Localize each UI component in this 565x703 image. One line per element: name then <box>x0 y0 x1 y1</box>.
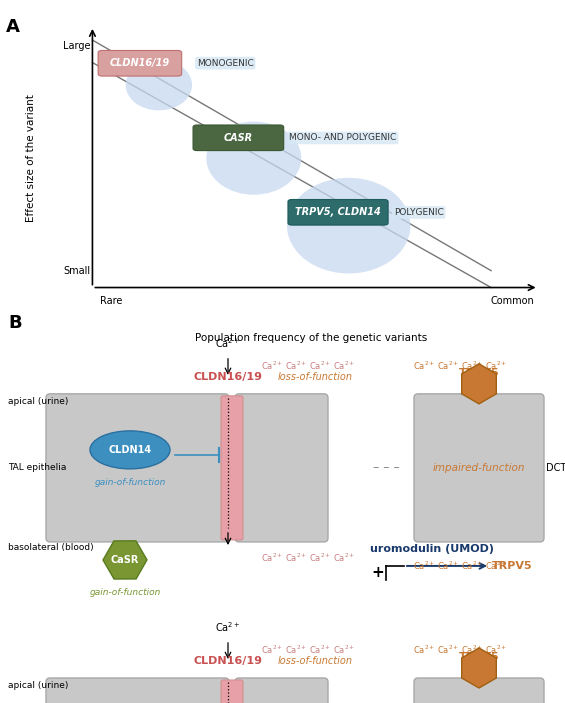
Text: loss-of-function: loss-of-function <box>278 656 353 666</box>
Text: Ca$^{2+}$: Ca$^{2+}$ <box>333 552 355 564</box>
Text: A: A <box>6 18 20 36</box>
Ellipse shape <box>90 431 170 469</box>
Text: TRPV5: TRPV5 <box>492 561 533 571</box>
Text: Ca$^{2+}$: Ca$^{2+}$ <box>285 360 307 372</box>
Text: Ca$^{2+}$: Ca$^{2+}$ <box>485 360 507 372</box>
Text: basolateral (blood): basolateral (blood) <box>8 543 94 552</box>
FancyBboxPatch shape <box>193 125 284 150</box>
Text: gain-of-function: gain-of-function <box>89 588 160 597</box>
Text: Ca$^{2+}$: Ca$^{2+}$ <box>485 644 507 656</box>
FancyBboxPatch shape <box>221 396 243 540</box>
Text: CLDN14: CLDN14 <box>108 445 151 455</box>
Text: Ca$^{2+}$: Ca$^{2+}$ <box>461 360 483 372</box>
Text: apical (urine): apical (urine) <box>8 681 68 690</box>
Text: CASR: CASR <box>224 133 253 143</box>
Text: Ca$^{2+}$: Ca$^{2+}$ <box>261 644 283 656</box>
Text: Ca$^{2+}$: Ca$^{2+}$ <box>437 644 459 656</box>
Text: Ca$^{2+}$: Ca$^{2+}$ <box>215 336 241 350</box>
Text: CaSR: CaSR <box>111 555 139 565</box>
Text: MONO- AND POLYGENIC: MONO- AND POLYGENIC <box>289 134 397 143</box>
Text: B: B <box>8 314 21 332</box>
Text: Ca$^{2+}$: Ca$^{2+}$ <box>261 552 283 564</box>
Text: Ca$^{2+}$: Ca$^{2+}$ <box>309 644 331 656</box>
Text: – – –: – – – <box>373 461 399 475</box>
Ellipse shape <box>206 122 301 195</box>
Text: POLYGENIC: POLYGENIC <box>394 208 444 217</box>
Text: Ca$^{2+}$: Ca$^{2+}$ <box>309 552 331 564</box>
Text: Ca$^{2+}$: Ca$^{2+}$ <box>333 360 355 372</box>
FancyBboxPatch shape <box>288 200 388 225</box>
FancyBboxPatch shape <box>414 394 544 542</box>
Text: Ca$^{2+}$: Ca$^{2+}$ <box>461 644 483 656</box>
FancyBboxPatch shape <box>98 51 182 76</box>
Text: TRPV5, CLDN14: TRPV5, CLDN14 <box>295 207 381 217</box>
Text: Ca$^{2+}$: Ca$^{2+}$ <box>485 560 507 572</box>
Text: Ca$^{2+}$: Ca$^{2+}$ <box>437 360 459 372</box>
Text: Ca$^{2+}$: Ca$^{2+}$ <box>333 644 355 656</box>
Text: Ca$^{2+}$: Ca$^{2+}$ <box>461 560 483 572</box>
Text: uromodulin (UMOD): uromodulin (UMOD) <box>370 544 494 554</box>
Text: gain-of-function: gain-of-function <box>94 478 166 487</box>
Text: Ca$^{2+}$: Ca$^{2+}$ <box>413 360 435 372</box>
FancyBboxPatch shape <box>46 678 229 703</box>
Text: loss-of-function: loss-of-function <box>278 372 353 382</box>
Text: apical (urine): apical (urine) <box>8 397 68 406</box>
Text: CLDN16/19: CLDN16/19 <box>110 58 170 68</box>
Text: Ca$^{2+}$: Ca$^{2+}$ <box>413 560 435 572</box>
Text: Ca$^{2+}$: Ca$^{2+}$ <box>285 552 307 564</box>
FancyBboxPatch shape <box>235 678 328 703</box>
Text: +: + <box>372 565 384 581</box>
Text: MONOGENIC: MONOGENIC <box>197 58 254 67</box>
Text: Common: Common <box>490 296 534 306</box>
Text: Small: Small <box>63 266 90 276</box>
FancyBboxPatch shape <box>46 394 229 542</box>
Ellipse shape <box>287 178 410 273</box>
Text: Rare: Rare <box>99 296 122 306</box>
Text: Ca$^{2+}$: Ca$^{2+}$ <box>309 360 331 372</box>
FancyBboxPatch shape <box>221 680 243 703</box>
Text: DCT: DCT <box>546 463 565 473</box>
Text: Effect size of the variant: Effect size of the variant <box>26 94 36 222</box>
Text: Ca$^{2+}$: Ca$^{2+}$ <box>261 360 283 372</box>
Text: Ca$^{2+}$: Ca$^{2+}$ <box>437 560 459 572</box>
Text: impaired-function: impaired-function <box>433 463 525 473</box>
FancyBboxPatch shape <box>235 394 328 542</box>
Text: TRPV5: TRPV5 <box>459 652 499 662</box>
FancyBboxPatch shape <box>414 678 544 703</box>
Text: CLDN16/19: CLDN16/19 <box>193 656 263 666</box>
Text: Ca$^{2+}$: Ca$^{2+}$ <box>413 644 435 656</box>
Text: TRPV5: TRPV5 <box>459 368 499 378</box>
Text: Ca$^{2+}$: Ca$^{2+}$ <box>285 644 307 656</box>
Text: Population frequency of the genetic variants: Population frequency of the genetic vari… <box>194 333 427 342</box>
Text: Ca$^{2+}$: Ca$^{2+}$ <box>215 620 241 634</box>
Text: CLDN16/19: CLDN16/19 <box>193 372 263 382</box>
Text: TAL epithelia: TAL epithelia <box>8 463 66 472</box>
Ellipse shape <box>125 60 192 110</box>
Text: Large: Large <box>63 41 90 51</box>
